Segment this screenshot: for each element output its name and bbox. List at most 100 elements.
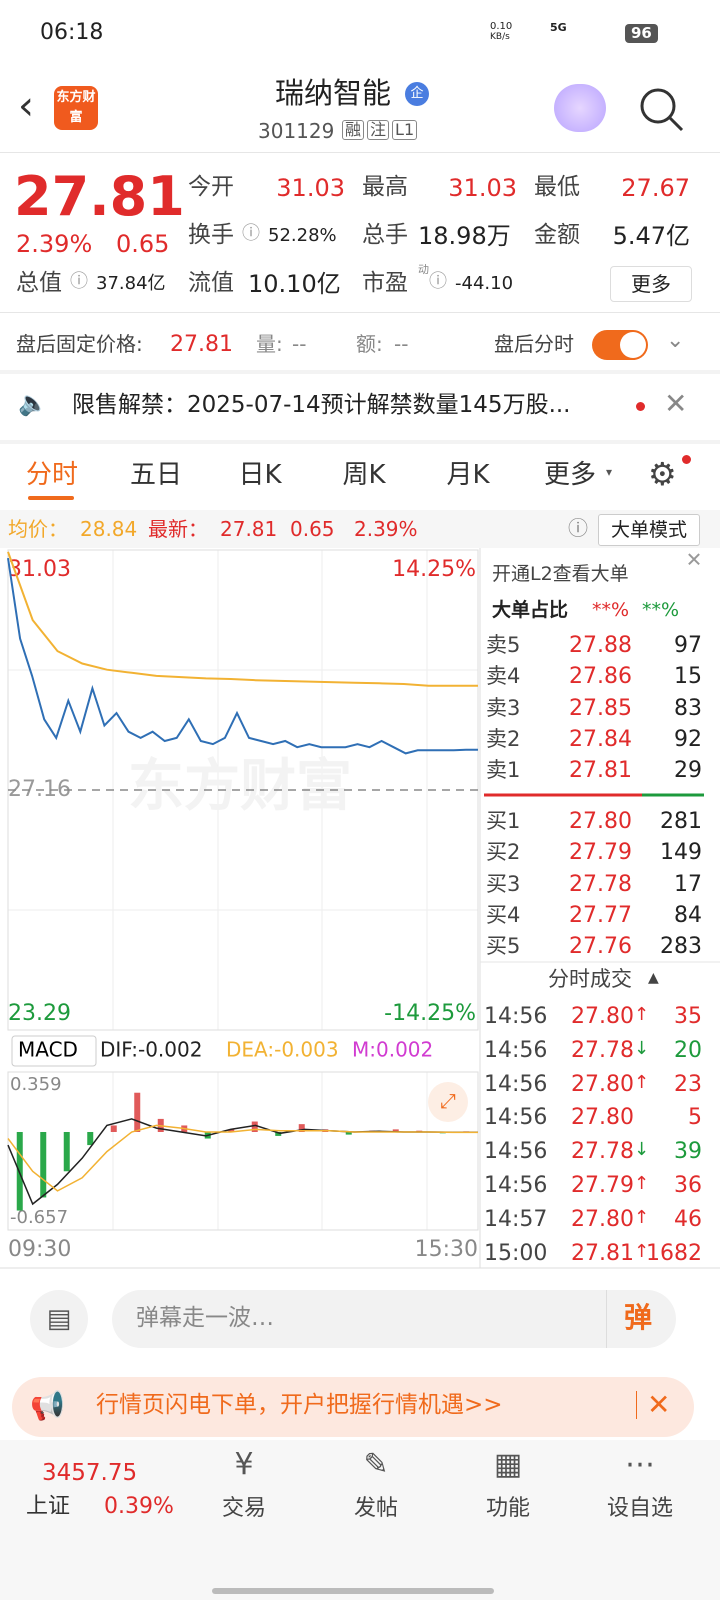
close-notice[interactable]: ✕ — [664, 387, 688, 420]
field-label: 今开 — [188, 174, 234, 200]
banner[interactable] — [12, 1377, 694, 1437]
danmu-button[interactable]: 弹 — [624, 1301, 653, 1334]
book-label: 买5 — [486, 934, 521, 959]
index-value[interactable]: 3457.75 — [42, 1460, 138, 1486]
back[interactable]: ‹ — [18, 83, 34, 129]
nav-icon[interactable]: ▦ — [493, 1447, 523, 1482]
trade-dir: ↓ — [634, 1037, 650, 1059]
expand[interactable]: ⌄ — [666, 328, 685, 353]
book-price: 27.84 — [569, 726, 632, 752]
macd-bar — [63, 1131, 70, 1172]
trade-volume: 20 — [674, 1037, 702, 1063]
book-price: 27.78 — [569, 871, 632, 897]
promo[interactable]: 开通L2查看大单 — [492, 563, 629, 585]
tab[interactable]: 日K — [238, 460, 282, 490]
trade-time: 14:56 — [484, 1173, 548, 1198]
trade-price: 27.80 — [571, 1004, 634, 1029]
macd-bar — [345, 1131, 352, 1135]
afterhours-vol: -- — [292, 332, 307, 356]
y-tick-label: 31.03 — [8, 557, 71, 582]
expand-icon: ⤢ — [440, 1089, 456, 1113]
more-button[interactable]: 更多 — [610, 266, 692, 302]
pct: 2.39% — [16, 230, 93, 258]
network: 5G — [550, 21, 567, 34]
book-volume: 83 — [674, 695, 702, 721]
field-sup: 动 — [418, 263, 429, 276]
field-value: 18.98万 — [418, 222, 511, 250]
trade-dir: ↑ — [634, 1004, 650, 1025]
book-volume: 17 — [674, 871, 702, 897]
danmu-input[interactable] — [112, 1290, 676, 1348]
trade-dir: ↑ — [634, 1173, 650, 1194]
big-order-mode[interactable]: 大单模式 — [598, 514, 700, 546]
macd-bar — [228, 1129, 235, 1132]
change: 0.65 — [116, 230, 170, 258]
banner-close[interactable]: ✕ — [636, 1391, 670, 1419]
notice[interactable]: 限售解禁：2025-07-14预计解禁数量145万股... — [72, 392, 571, 418]
book-volume: 92 — [674, 726, 702, 752]
toggle[interactable] — [592, 330, 648, 360]
battery: 96 — [625, 24, 658, 43]
afterhours-amt-label: 额: — [356, 332, 383, 356]
expand-chart[interactable] — [428, 1082, 468, 1122]
trade-dir: ↓ — [634, 1139, 650, 1161]
nav-icon[interactable]: ¥ — [234, 1447, 254, 1482]
nav-icon[interactable]: ⋯ — [625, 1447, 655, 1482]
info-change: 0.65 — [290, 517, 335, 541]
nav-label[interactable]: 功能 — [485, 1496, 531, 1521]
trade-time: 14:56 — [484, 1105, 548, 1131]
close-promo[interactable]: ✕ — [686, 548, 703, 572]
help[interactable]: ⓘ — [568, 516, 588, 540]
nav-label[interactable]: 发帖 — [353, 1496, 399, 1521]
book-price: 27.88 — [569, 633, 632, 658]
speaker: 🔈 — [18, 389, 48, 417]
ratio-label: 大单占比 — [492, 599, 569, 621]
book-price: 27.79 — [569, 840, 632, 866]
field-value: -44.10 — [455, 273, 514, 294]
settings[interactable]: ⚙ — [648, 455, 677, 493]
search[interactable] — [636, 84, 686, 134]
macd-bar — [275, 1131, 282, 1136]
trade-price: 27.81 — [571, 1240, 634, 1266]
macd-select[interactable] — [11, 1035, 97, 1067]
trade-time: 14:56 — [484, 1139, 548, 1165]
divider — [0, 152, 720, 153]
more-arrow: ▾ — [606, 465, 613, 479]
tags: 融注 L1 — [342, 120, 418, 140]
tab[interactable]: 月K — [446, 460, 490, 490]
tab[interactable]: 更多 — [544, 460, 597, 490]
tab[interactable]: 分时 — [25, 460, 79, 490]
trades-arrow: ▲ — [648, 970, 659, 986]
book-volume: 283 — [660, 934, 702, 960]
book-volume: 84 — [674, 902, 702, 928]
book-label: 买3 — [486, 871, 521, 896]
tab[interactable]: 周K — [342, 460, 386, 490]
banner-icon: 📢 — [30, 1389, 65, 1422]
trade-dir: ↑ — [634, 1240, 650, 1262]
badge: 企 — [405, 82, 429, 106]
nav-label[interactable]: 交易 — [221, 1496, 267, 1521]
field-label: 金额 — [534, 222, 580, 248]
app-logo[interactable]: 东方财富 — [54, 86, 98, 130]
macd-tick-label: -0.657 — [10, 1207, 68, 1228]
trade-volume: 35 — [674, 1004, 702, 1029]
book-label: 买2 — [486, 840, 521, 865]
trade-time: 14:56 — [484, 1071, 548, 1097]
avg: 28.84 — [80, 517, 138, 541]
trades-title: 分时成交 — [548, 967, 632, 991]
danmu-settings[interactable]: ▤ — [30, 1290, 88, 1348]
macd-bar — [251, 1121, 258, 1132]
tab[interactable]: 五日 — [129, 460, 183, 490]
nav-label[interactable]: 设自选 — [606, 1496, 674, 1521]
ratio-sell: **% — [592, 599, 630, 621]
book-price: 27.81 — [569, 758, 632, 784]
macd-dea: DEA:-0.003 — [226, 1038, 339, 1062]
assistant[interactable] — [554, 84, 606, 132]
trade-price: 27.80 — [571, 1071, 634, 1097]
nav-icon[interactable]: ✎ — [363, 1447, 389, 1482]
nav-bar — [0, 1440, 720, 1600]
divider — [0, 312, 720, 313]
y2-tick-label: -14.25% — [384, 1001, 476, 1026]
trade-volume: 36 — [674, 1173, 702, 1198]
y-tick-label: 23.29 — [8, 1001, 71, 1026]
